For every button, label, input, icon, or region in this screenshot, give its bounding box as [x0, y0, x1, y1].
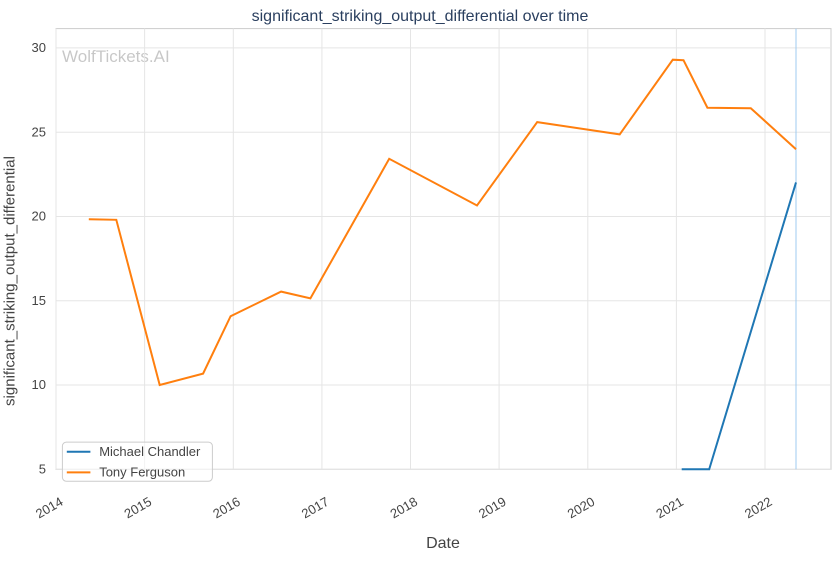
svg-text:2018: 2018	[387, 494, 420, 521]
svg-text:2017: 2017	[299, 494, 332, 521]
svg-text:2019: 2019	[476, 494, 509, 521]
svg-text:25: 25	[32, 124, 46, 139]
svg-text:30: 30	[32, 40, 46, 55]
svg-text:Tony Ferguson: Tony Ferguson	[99, 464, 185, 479]
svg-text:2022: 2022	[742, 494, 775, 521]
svg-text:10: 10	[32, 377, 46, 392]
svg-text:5: 5	[39, 461, 46, 476]
svg-text:2020: 2020	[565, 494, 598, 521]
svg-text:2021: 2021	[653, 494, 686, 521]
svg-text:2015: 2015	[122, 494, 155, 521]
svg-text:15: 15	[32, 293, 46, 308]
svg-text:2016: 2016	[210, 494, 243, 521]
svg-text:20: 20	[32, 209, 46, 224]
svg-text:Michael Chandler: Michael Chandler	[99, 444, 201, 459]
svg-text:2014: 2014	[33, 494, 66, 521]
